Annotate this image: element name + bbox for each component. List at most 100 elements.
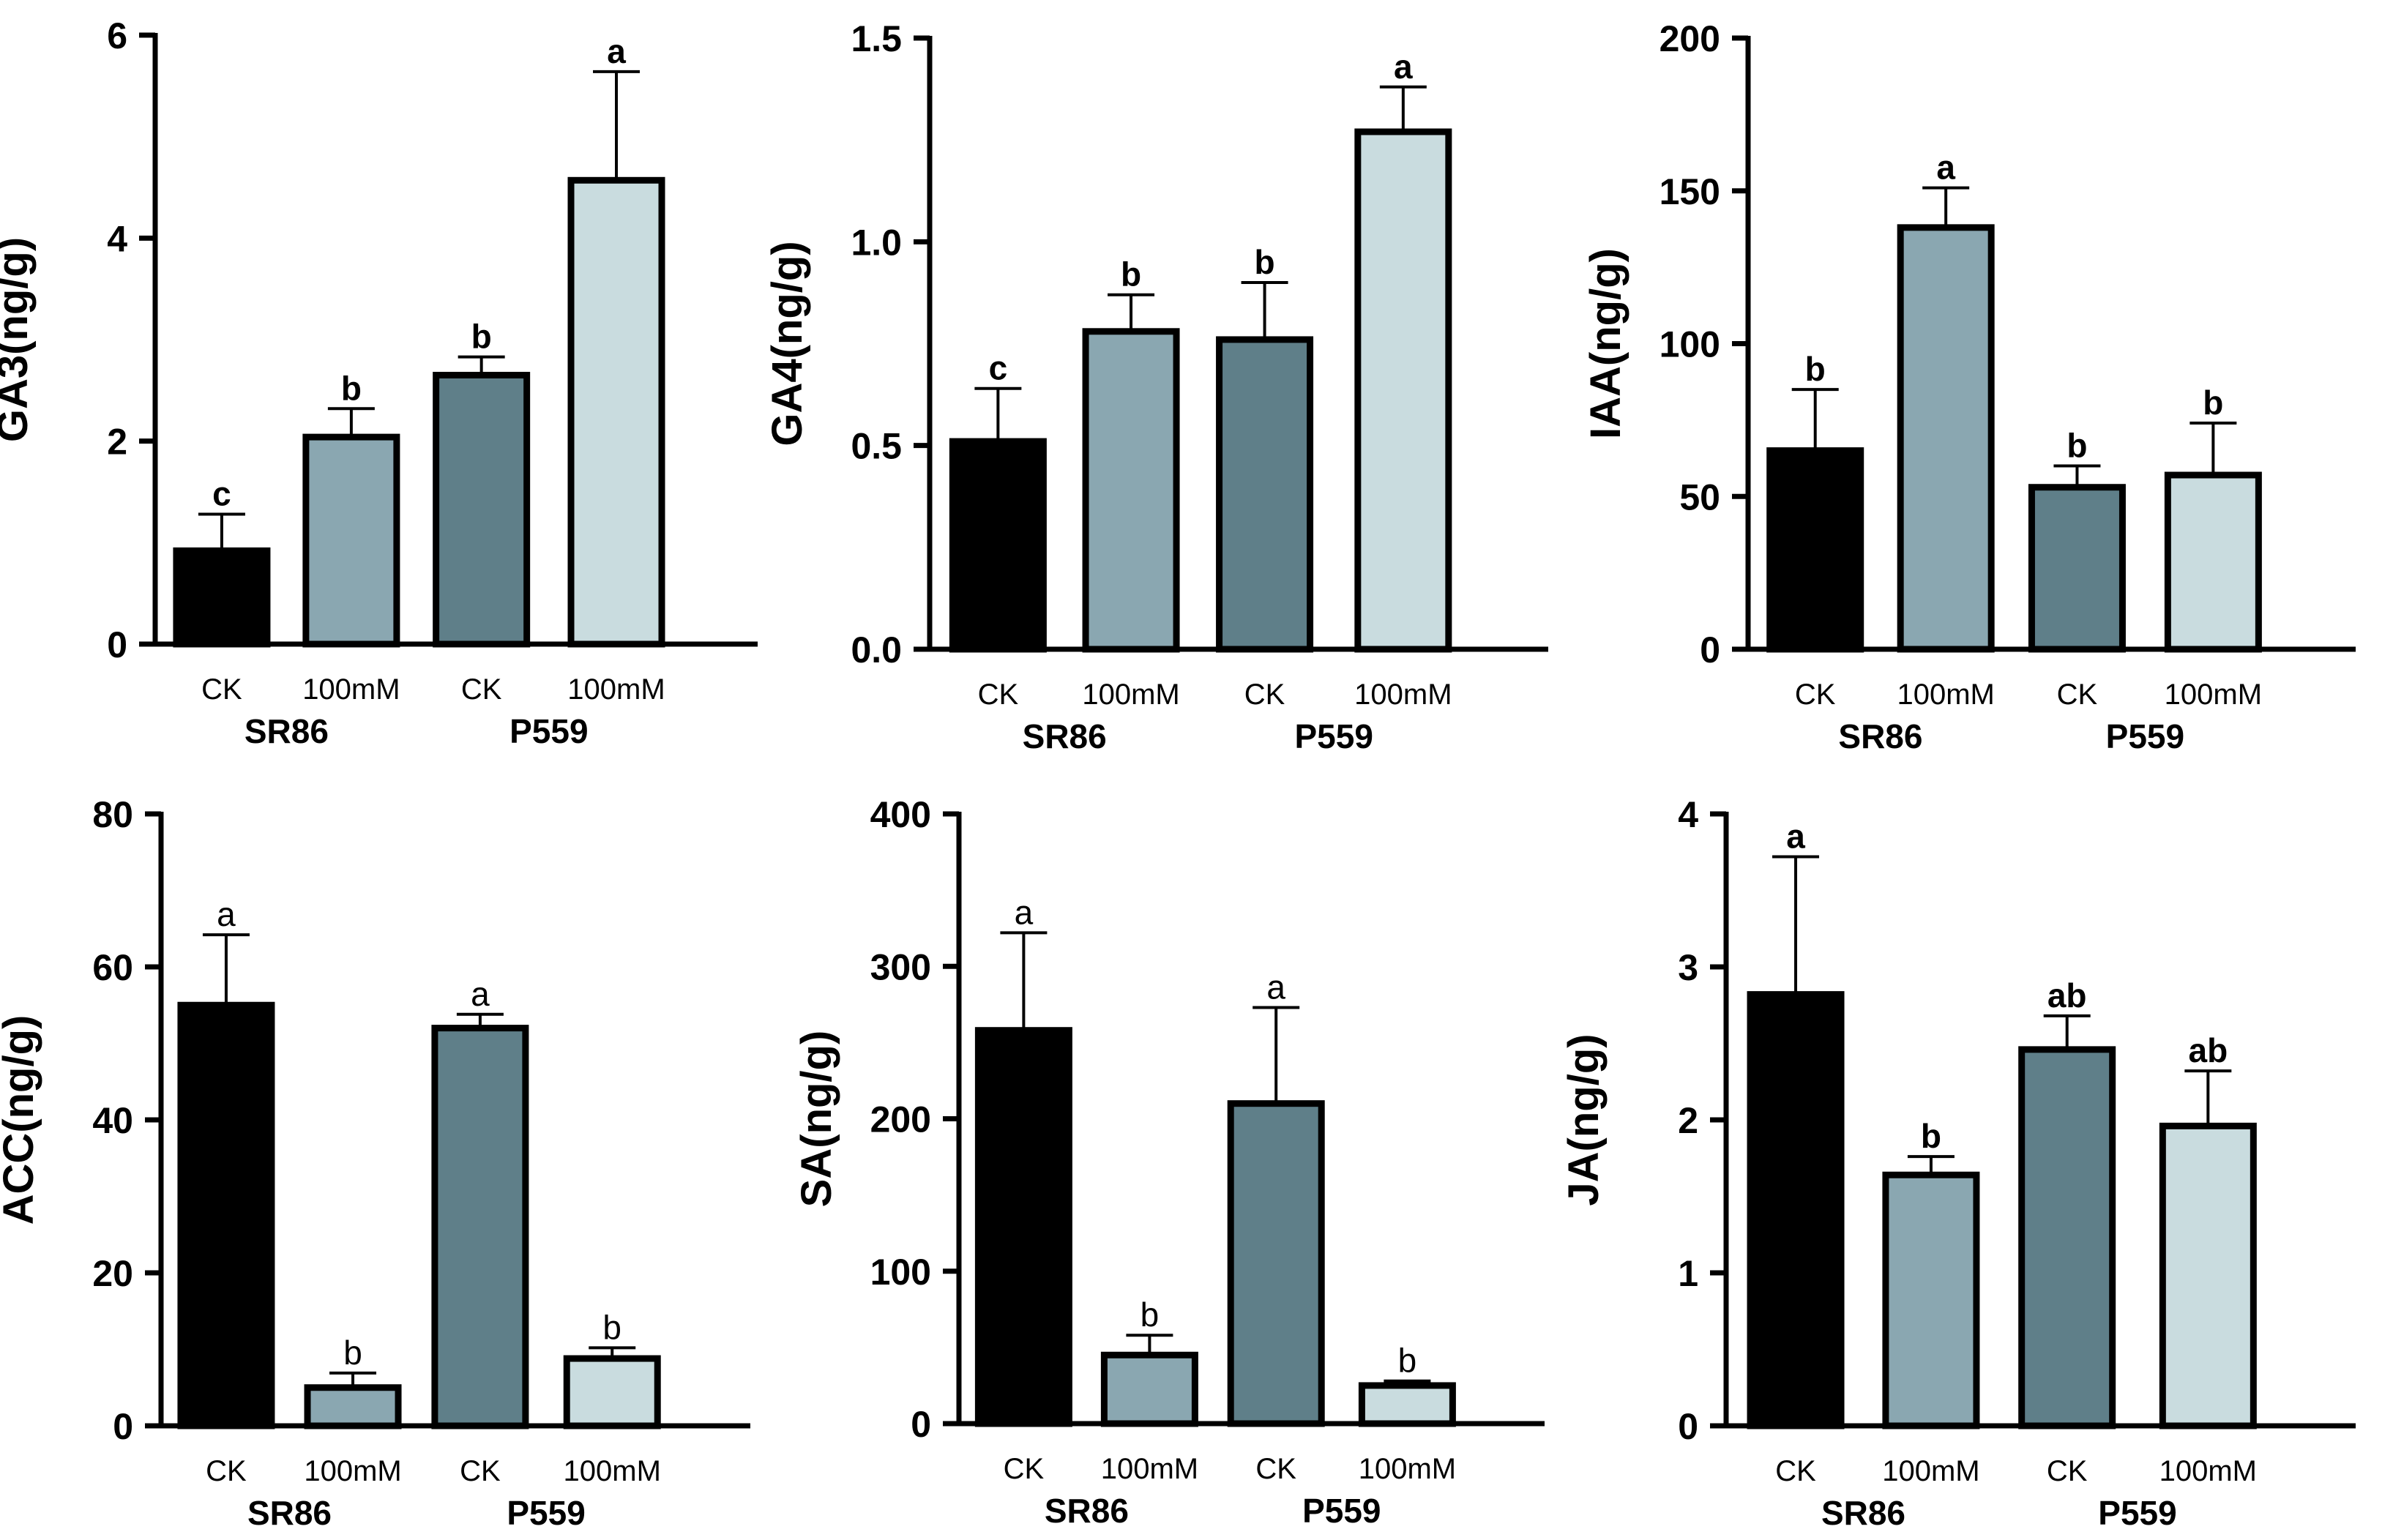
y-tick-label: 100 [870,1252,931,1293]
y-tick-label: 4 [107,218,127,259]
bar [2159,1122,2257,1429]
bar [173,547,271,648]
y-axis-label: ACC(ng/g) [0,1015,42,1225]
significance-letter: b [1805,350,1826,388]
y-tick-label: 0.5 [851,426,902,467]
y-tick-label: 150 [1660,171,1720,212]
significance-letter: b [2067,427,2087,465]
significance-letter: b [341,369,362,407]
bar [563,1355,661,1429]
y-tick-label: 200 [1660,18,1720,59]
category-label: CK [206,1455,247,1487]
significance-letter: ab [2047,976,2087,1014]
significance-letter: a [607,32,626,70]
category-label: CK [1795,679,1836,711]
category-label: 100mM [1082,679,1179,711]
significance-letter: c [989,349,1008,387]
y-tick-label: 1 [1678,1253,1698,1294]
significance-letter: ab [2188,1031,2228,1069]
bar [1354,128,1452,653]
group-label: P559 [507,1494,585,1532]
y-tick-label: 40 [92,1100,133,1141]
bar [1216,336,1314,653]
y-tick-label: 4 [1678,794,1698,835]
significance-letter: b [1921,1117,1941,1155]
group-label: SR86 [1045,1492,1129,1530]
category-label: 100mM [2159,1455,2257,1487]
y-tick-label: 80 [92,794,133,835]
bar [1227,1100,1325,1427]
y-tick-label: 2 [107,422,127,463]
y-tick-label: 0 [1678,1406,1698,1447]
bar [1358,1382,1456,1427]
group-label: SR86 [1838,717,1922,755]
bar [1747,991,1845,1429]
group-label: SR86 [244,712,329,750]
chart-panel-5: 0 100 200 300 400 SA(ng/g) a CK b 100mM a CK b 100mM S… [793,794,1545,1530]
y-tick-label: 50 [1679,476,1720,517]
category-label: 100mM [1882,1455,1979,1487]
y-tick-label: 1.0 [851,222,902,263]
y-tick-label: 60 [92,947,133,988]
y-axis-label: SA(ng/g) [793,1031,840,1208]
significance-letter: b [343,1334,362,1372]
significance-letter: b [471,318,492,356]
category-label: 100mM [1897,679,1994,711]
category-label: 100mM [1354,679,1452,711]
significance-letter: b [1121,255,1141,294]
y-tick-label: 300 [870,946,931,987]
bar [1082,328,1180,653]
significance-letter: b [2203,384,2223,422]
significance-letter: a [1786,818,1805,856]
bar [1766,447,1864,653]
y-tick-label: 0 [1700,629,1720,670]
y-axis-label: JA(ng/g) [1560,1033,1608,1206]
bar [304,1384,402,1429]
group-label: P559 [1294,717,1373,755]
category-label: CK [1255,1453,1296,1485]
category-label: 100mM [304,1455,401,1487]
group-label: SR86 [247,1494,332,1532]
category-label: 100mM [302,673,400,706]
y-tick-label: 3 [1678,947,1698,988]
chart-panel-6: 0 1 2 3 4 JA(ng/g) a CK b 100mM ab CK ab 100mM SR86 P55… [1560,794,2356,1532]
y-tick-label: 100 [1660,324,1720,365]
group-label: P559 [2106,717,2184,755]
significance-letter: c [212,475,231,513]
significance-letter: b [602,1308,621,1346]
significance-letter: b [1140,1296,1160,1334]
y-tick-label: 6 [107,15,127,56]
bar [1897,224,1995,653]
chart-panel-3: 0 50 100 150 200 IAA(ng/g) b CK a 100mM b CK b 100mM S… [1582,18,2356,755]
category-label: 100mM [567,673,665,706]
bar [302,433,400,648]
group-label: P559 [2098,1494,2176,1532]
category-label: CK [2057,679,2098,711]
significance-letter: a [471,975,490,1013]
bar [2018,1046,2116,1429]
bar [1100,1351,1198,1427]
group-label: P559 [509,712,588,750]
y-tick-label: 1.5 [851,18,902,59]
category-label: 100mM [1101,1453,1198,1485]
y-axis-label: GA3(ng/g) [0,237,37,442]
bar [177,1001,275,1429]
bar [974,1027,1072,1427]
category-label: CK [461,673,502,706]
y-tick-label: 2 [1678,1100,1698,1141]
group-label: SR86 [1821,1494,1905,1532]
chart-panel-2: 0.0 0.5 1.0 1.5 GA4(ng/g) c CK b 100mM b CK a 100mM S… [764,18,1548,755]
significance-letter: a [1936,149,1955,187]
chart-panel-1: 0 2 4 6 GA3(ng/g) c CK b 100mM b CK a 100mM SR86 P559 [0,15,758,750]
bar [567,176,665,648]
category-label: 100mM [564,1455,661,1487]
bar [1882,1171,1980,1429]
y-tick-label: 0.0 [851,629,902,670]
y-axis-label: GA4(ng/g) [764,241,811,446]
group-label: SR86 [1023,717,1107,755]
category-label: CK [1775,1455,1816,1487]
bar [2164,471,2262,653]
bar [431,1025,529,1429]
